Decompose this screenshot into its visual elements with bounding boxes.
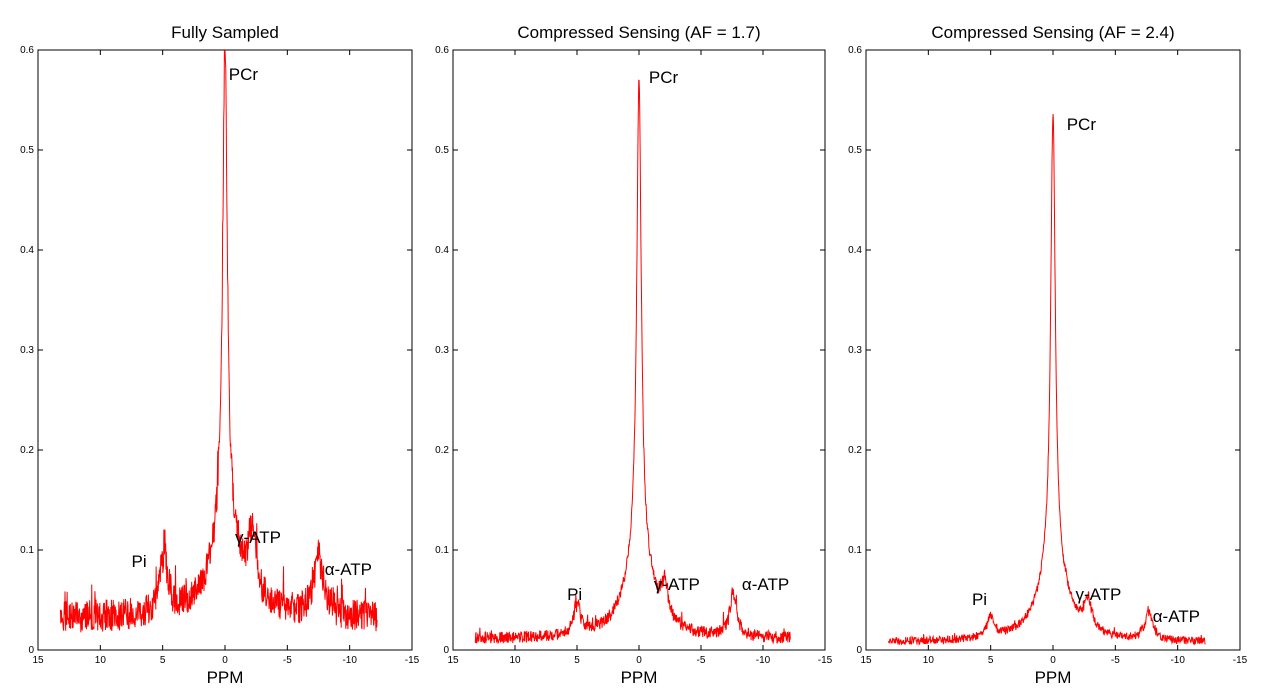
peak-label: α-ATP [1153, 607, 1200, 626]
y-tick-label: 0.5 [435, 145, 449, 156]
x-tick-label: -15 [818, 655, 833, 666]
x-tick-label: 0 [222, 655, 228, 666]
x-tick-label: 5 [160, 655, 166, 666]
y-tick-label: 0.1 [435, 545, 449, 556]
x-axis-label: PPM [1035, 668, 1072, 687]
y-tick-label: 0.1 [848, 545, 862, 556]
x-axis-label: PPM [621, 668, 658, 687]
spectrum-line [59, 50, 378, 633]
chart-title: Compressed Sensing (AF = 2.4) [931, 23, 1174, 42]
plot-frame [865, 49, 1241, 651]
chart-title: Compressed Sensing (AF = 1.7) [517, 23, 760, 42]
x-tick-label: -5 [697, 655, 706, 666]
x-tick-label: 10 [509, 655, 521, 666]
y-tick-label: 0.2 [848, 445, 862, 456]
spectrum-line [474, 79, 791, 645]
peak-label: Pi [132, 552, 147, 571]
y-tick-label: 0.1 [20, 545, 34, 556]
x-tick-label: -10 [756, 655, 771, 666]
x-tick-label: -15 [405, 655, 420, 666]
y-tick-label: 0.5 [848, 145, 862, 156]
x-tick-label: 0 [636, 655, 642, 666]
x-tick-label: -5 [1111, 655, 1120, 666]
x-tick-label: 10 [95, 655, 107, 666]
peak-label: PCr [649, 68, 679, 87]
y-tick-label: 0.4 [20, 245, 34, 256]
peak-label: γ-ATP [235, 528, 281, 547]
y-tick-label: 0.3 [20, 345, 34, 356]
y-tick-label: 0 [28, 645, 34, 656]
x-tick-label: 15 [860, 655, 872, 666]
peak-label: γ-ATP [654, 575, 700, 594]
peak-label: PCr [1067, 115, 1097, 134]
chart-panel-1: 15 10 5 0 -5 -10 -15 0 0.1 0.2 0.3 0.4 0.5 0.6 Fully S… [20, 23, 420, 687]
peak-label: α-ATP [742, 575, 789, 594]
plot-frame [452, 49, 826, 651]
peak-label: Pi [972, 590, 987, 609]
chart-panel-2: 15 10 5 0 -5 -10 -15 0 0.1 0.2 0.3 0.4 0.5 0.6 Compres… [435, 23, 833, 687]
x-tick-label: -10 [342, 655, 357, 666]
chart-panel-3: 15 10 5 0 -5 -10 -15 0 0.1 0.2 0.3 0.4 0.5 0.6 Compres… [848, 23, 1248, 687]
x-tick-label: 10 [923, 655, 935, 666]
peak-label: Pi [567, 585, 582, 604]
spectrum-line [887, 114, 1206, 646]
y-tick-label: 0.4 [848, 245, 862, 256]
x-tick-label: 5 [988, 655, 994, 666]
x-axis-label: PPM [207, 668, 244, 687]
x-tick-label: 15 [32, 655, 44, 666]
y-tick-label: 0 [443, 645, 449, 656]
y-tick-label: 0.6 [20, 45, 34, 56]
peak-label: γ-ATP [1075, 585, 1121, 604]
y-tick-label: 0.4 [435, 245, 449, 256]
y-tick-label: 0.3 [848, 345, 862, 356]
x-tick-label: 0 [1050, 655, 1056, 666]
y-tick-label: 0.2 [20, 445, 34, 456]
x-tick-label: -15 [1233, 655, 1248, 666]
peak-label: PCr [229, 65, 259, 84]
y-tick-label: 0.3 [435, 345, 449, 356]
x-tick-label: -10 [1170, 655, 1185, 666]
x-tick-label: 5 [574, 655, 580, 666]
y-tick-label: 0.2 [435, 445, 449, 456]
peak-label: α-ATP [325, 560, 372, 579]
y-tick-label: 0 [856, 645, 862, 656]
y-tick-label: 0.6 [435, 45, 449, 56]
x-tick-label: -5 [283, 655, 292, 666]
x-tick-label: 15 [447, 655, 459, 666]
y-tick-label: 0.5 [20, 145, 34, 156]
chart-title: Fully Sampled [171, 23, 279, 42]
y-tick-label: 0.6 [848, 45, 862, 56]
